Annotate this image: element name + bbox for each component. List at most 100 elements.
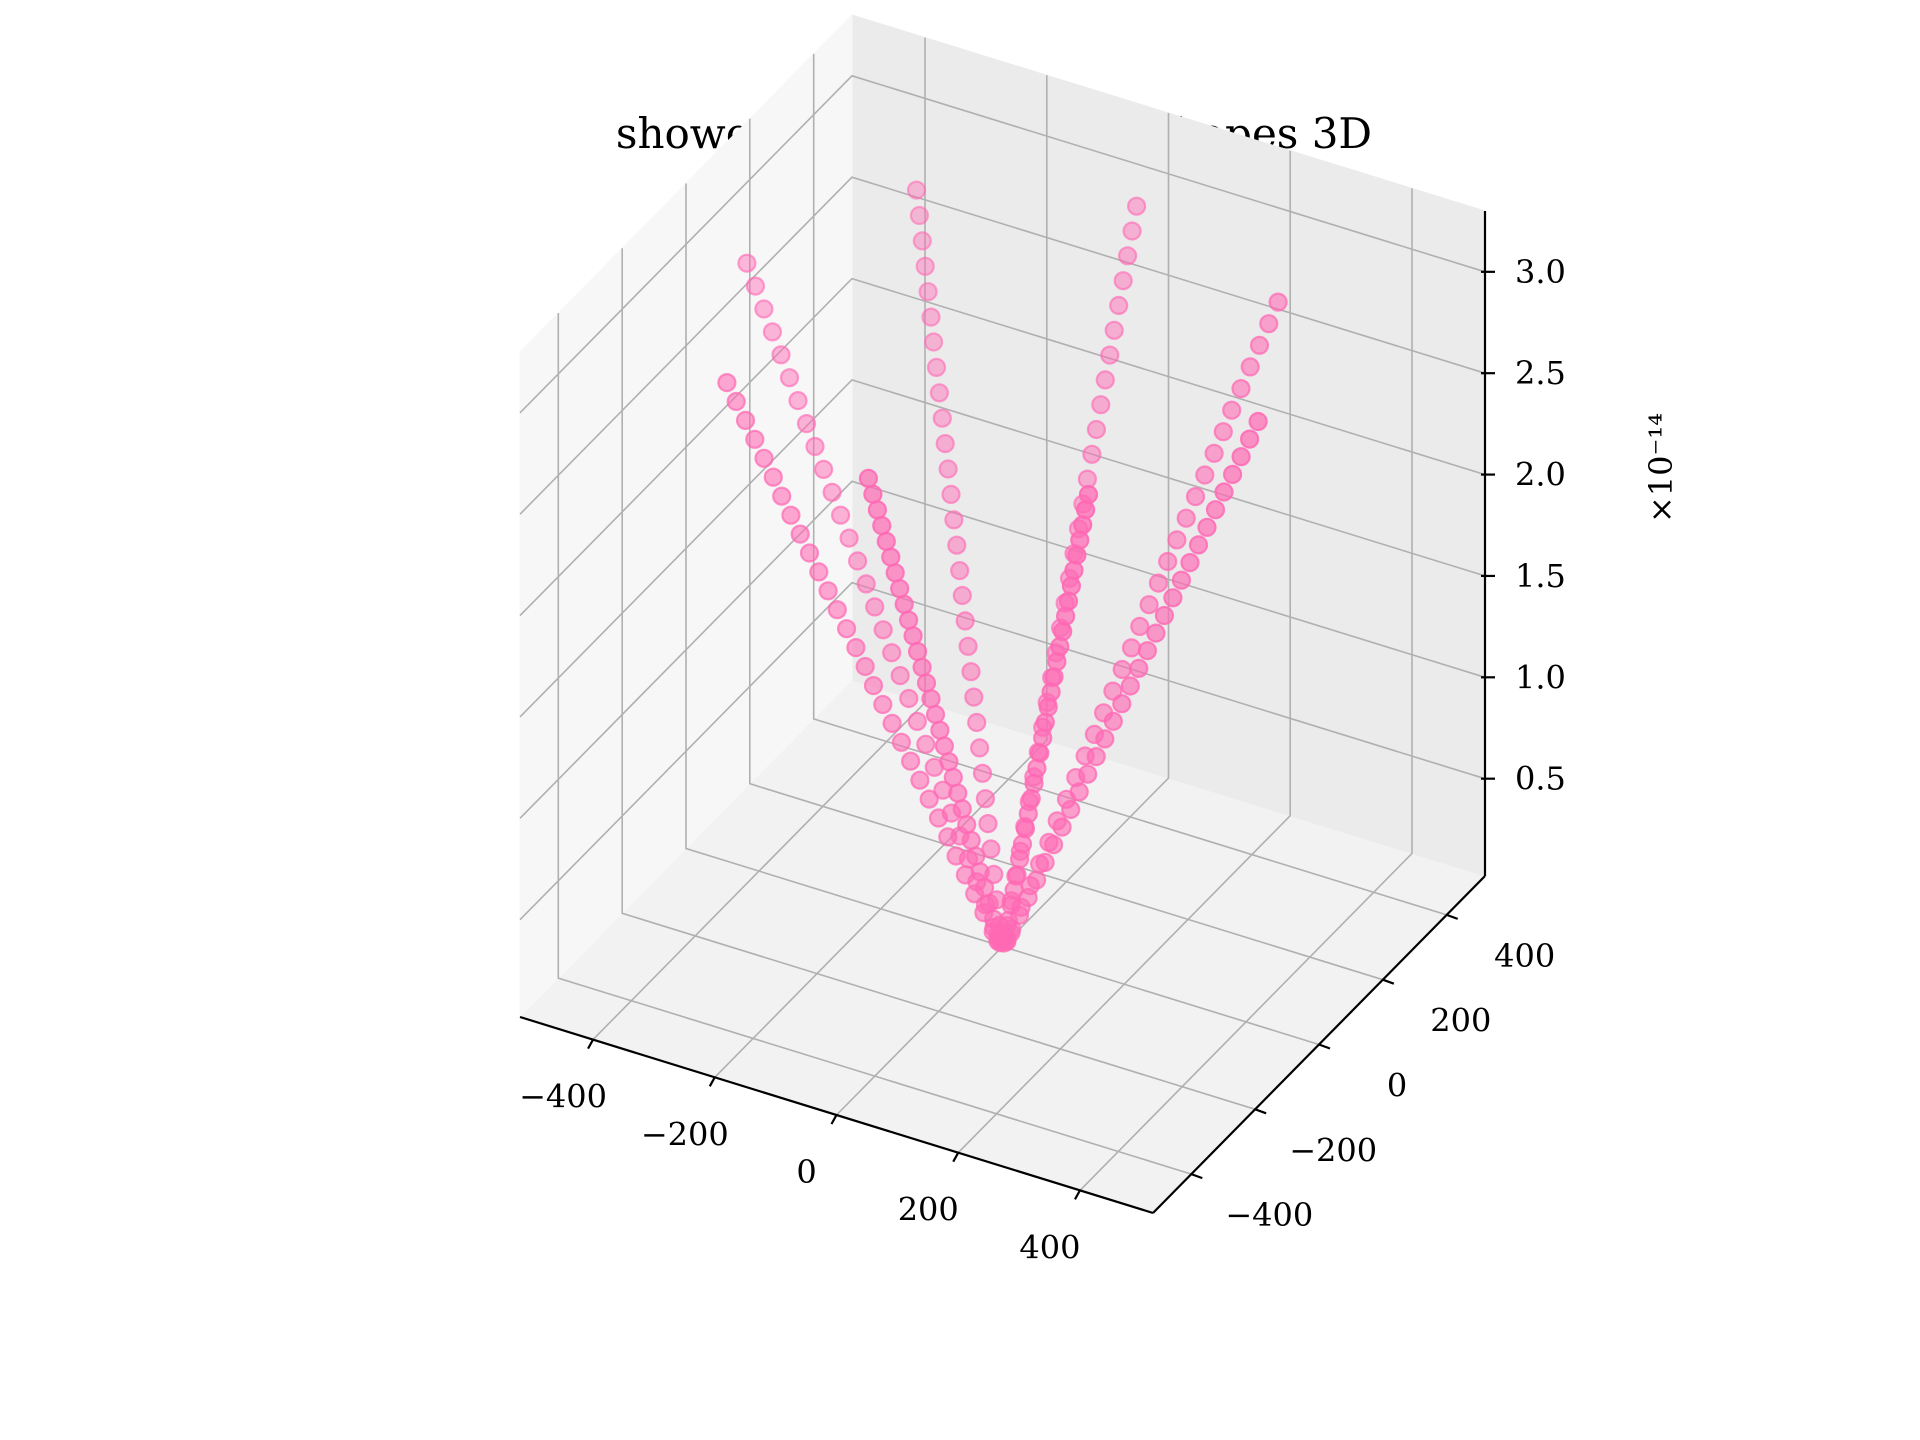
z-tick-label: 2.5 <box>1515 354 1566 392</box>
data-point <box>932 408 952 428</box>
data-point <box>856 574 876 594</box>
y-tick <box>1190 1173 1203 1180</box>
y-tick <box>1254 1108 1267 1115</box>
data-point <box>745 276 766 296</box>
data-point <box>865 597 885 617</box>
data-point <box>934 736 955 756</box>
data-point <box>916 673 937 693</box>
data-point <box>1112 659 1132 680</box>
data-point <box>1214 482 1234 502</box>
data-point <box>1139 595 1159 615</box>
data-point <box>858 468 879 488</box>
data-point <box>1188 535 1209 555</box>
x-tick-label: −400 <box>519 1078 607 1116</box>
data-point <box>1185 487 1206 507</box>
data-point <box>938 827 958 847</box>
data-point <box>1024 773 1044 794</box>
data-point <box>1195 465 1215 485</box>
data-point <box>1222 464 1243 484</box>
data-point <box>1075 500 1096 520</box>
data-point <box>979 893 999 913</box>
data-point <box>1109 295 1129 316</box>
data-point <box>754 299 774 319</box>
data-point <box>1091 395 1111 415</box>
data-point <box>1078 484 1099 505</box>
grid-line-y <box>557 313 1192 1175</box>
tick-labels: −400−2000200400−400−20002004000.51.01.52… <box>519 253 1566 1267</box>
data-point <box>876 531 896 552</box>
data-point <box>952 799 972 819</box>
data-point <box>873 694 893 715</box>
data-point <box>1058 591 1079 611</box>
data-point <box>813 459 834 479</box>
data-point <box>919 789 939 809</box>
data-point <box>907 711 927 732</box>
x-tick <box>587 1039 595 1050</box>
data-point <box>974 877 995 898</box>
data-point <box>1249 335 1270 355</box>
grid-line-x <box>957 150 1291 1154</box>
data-point <box>1095 370 1115 390</box>
x-tick-label: −200 <box>641 1115 729 1153</box>
data-point <box>872 515 892 536</box>
data-point <box>948 783 968 803</box>
x-tick-label: 400 <box>1019 1228 1080 1266</box>
y-tick <box>1382 978 1395 985</box>
data-point <box>1126 196 1147 216</box>
data-point <box>796 414 817 434</box>
data-point <box>915 256 935 276</box>
data-point <box>950 560 970 581</box>
y-tick-label: 400 <box>1494 937 1555 975</box>
data-point <box>929 383 950 403</box>
data-point <box>898 610 919 630</box>
data-point <box>1070 530 1090 550</box>
data-point <box>867 500 888 520</box>
data-point <box>1018 804 1038 824</box>
data-point <box>1158 551 1178 572</box>
data-point <box>855 656 875 677</box>
data-point <box>781 505 801 525</box>
data-point <box>788 391 808 411</box>
data-point <box>967 712 987 733</box>
data-point <box>998 910 1018 930</box>
data-point <box>1180 552 1200 573</box>
y-tick-label: −400 <box>1225 1196 1313 1234</box>
data-point <box>735 410 756 430</box>
data-point <box>805 436 825 457</box>
data-point <box>1129 658 1149 679</box>
grid-line-y <box>621 248 1256 1111</box>
data-point <box>1222 400 1242 420</box>
data-point <box>970 862 990 882</box>
data-point <box>925 704 946 725</box>
data-point <box>946 846 966 866</box>
data-point <box>955 611 975 631</box>
data-point <box>1148 573 1169 593</box>
data-point <box>1004 880 1024 900</box>
z-tick-label: 1.0 <box>1515 658 1566 696</box>
data-point <box>799 543 820 563</box>
data-point <box>779 368 800 388</box>
data-point <box>1035 712 1055 732</box>
x-tick-label: 0 <box>796 1153 816 1191</box>
data-point <box>846 637 866 658</box>
data-point <box>912 231 932 251</box>
data-point <box>921 689 941 709</box>
data-point <box>1104 320 1124 340</box>
data-point <box>1103 711 1123 731</box>
data-point <box>1078 764 1098 784</box>
z-tick-label: 1.5 <box>1515 557 1566 595</box>
data-point <box>839 528 859 548</box>
data-point <box>1061 799 1081 820</box>
data-point <box>1086 419 1107 440</box>
data-point <box>930 720 950 740</box>
data-point <box>809 562 829 582</box>
data-point <box>830 505 851 525</box>
data-point <box>1041 682 1061 702</box>
data-point <box>1100 345 1120 365</box>
data-point <box>957 815 977 835</box>
data-point <box>1239 429 1260 449</box>
data-point <box>726 391 746 412</box>
data-point <box>943 767 963 788</box>
data-point <box>1095 729 1115 749</box>
data-point <box>912 657 932 677</box>
